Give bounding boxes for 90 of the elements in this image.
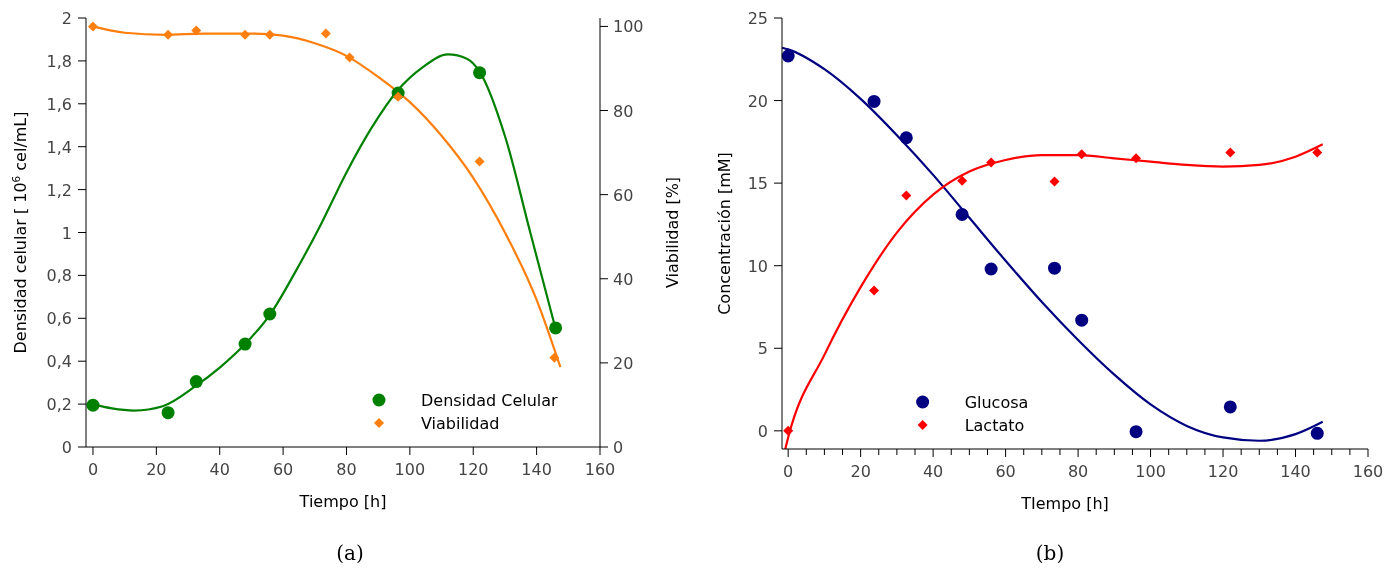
x-tick-label: 60 — [995, 462, 1016, 481]
y-tick-label: 0,4 — [46, 352, 72, 372]
y-tick-label: 10 — [747, 256, 768, 276]
x-tick-label: 140 — [521, 460, 552, 479]
x-tick-label: 60 — [272, 460, 294, 479]
y-axis-title: Concentración [mM] — [715, 152, 734, 315]
point — [240, 29, 251, 40]
y-tick-label: 0 — [757, 421, 768, 441]
point — [87, 21, 98, 32]
x-tick-label: 20 — [850, 462, 871, 481]
point — [1225, 147, 1236, 158]
y-tick-label: 1,6 — [46, 94, 72, 114]
y-tick-label: 0 — [61, 438, 72, 457]
y-tick-label: 5 — [757, 339, 768, 359]
point — [899, 131, 913, 145]
x-tick-label: 100 — [1135, 462, 1166, 481]
y2-tick-label: 60 — [613, 185, 634, 205]
line-series — [784, 143, 1324, 451]
y-tick-label: 0,6 — [46, 309, 72, 329]
point — [1312, 147, 1323, 158]
x-tick-label: 0 — [87, 460, 99, 479]
point — [86, 398, 100, 412]
x-tick-label: 120 — [1207, 462, 1239, 481]
point — [320, 28, 331, 39]
x-tick-label: 40 — [209, 460, 230, 479]
point — [1223, 400, 1237, 414]
x-tick-label: 40 — [922, 462, 944, 481]
x-axis-title: TIempo [h] — [1020, 494, 1109, 513]
line-series — [780, 46, 1324, 442]
y-tick-label: 25 — [747, 9, 768, 28]
point — [955, 208, 969, 222]
point — [1310, 426, 1324, 440]
point — [1075, 313, 1089, 327]
point — [393, 91, 404, 102]
y-tick-label: 15 — [747, 174, 768, 194]
y2-tick-label: 0 — [613, 438, 624, 457]
y2-tick-label: 40 — [613, 269, 634, 289]
y2-tick-label: 100 — [613, 17, 644, 37]
y-tick-label: 1,4 — [46, 137, 72, 157]
point — [264, 29, 275, 40]
point — [474, 156, 485, 167]
point — [473, 66, 487, 80]
x-tick-label: 160 — [1352, 462, 1384, 481]
x-tick-label: 0 — [783, 462, 794, 481]
y-tick-label: 1,8 — [46, 51, 72, 71]
point — [549, 352, 560, 363]
point — [549, 321, 563, 335]
point — [984, 262, 998, 276]
text: (b) — [1035, 541, 1065, 565]
point — [781, 49, 795, 63]
legend-label: Glucosa — [964, 393, 1029, 412]
point — [191, 25, 202, 36]
point — [161, 406, 175, 420]
x-axis-title: Tiempo [h] — [298, 492, 387, 511]
point — [238, 337, 252, 351]
point — [1048, 261, 1062, 275]
point — [1131, 153, 1142, 164]
x-tick-label: 160 — [584, 460, 616, 479]
y-tick-label: 2 — [61, 9, 72, 28]
point — [783, 425, 794, 436]
point — [1049, 176, 1060, 187]
y-tick-label: 1 — [61, 223, 72, 243]
point — [1076, 149, 1087, 160]
y2-tick-label: 80 — [613, 101, 634, 121]
y2-tick-label: 20 — [613, 353, 634, 373]
y-tick-label: 1,2 — [46, 180, 72, 200]
point — [957, 175, 968, 186]
point — [263, 307, 277, 321]
y2-axis-title: Viabilidad [%] — [663, 176, 682, 289]
point — [189, 375, 203, 389]
x-tick-label: 80 — [1067, 462, 1089, 481]
x-tick-label: 100 — [394, 460, 426, 479]
y-tick-label: 0,2 — [46, 395, 72, 415]
x-tick-label: 80 — [336, 460, 357, 479]
y-tick-label: 0,8 — [46, 266, 72, 286]
point — [344, 52, 355, 63]
point — [163, 29, 174, 40]
y-tick-label: 20 — [747, 91, 768, 111]
x-tick-label: 20 — [146, 460, 167, 479]
x-tick-label: 140 — [1280, 462, 1311, 481]
x-tick-label: 120 — [457, 460, 489, 479]
point — [901, 190, 912, 201]
point — [1129, 425, 1143, 439]
text: (a) — [336, 541, 364, 565]
point — [869, 285, 880, 296]
legend-label: Lactato — [964, 416, 1025, 435]
legend-label: Viabilidad — [420, 414, 500, 433]
point — [867, 94, 881, 108]
legend-label: Densidad Celular — [420, 391, 559, 410]
point — [986, 157, 997, 168]
